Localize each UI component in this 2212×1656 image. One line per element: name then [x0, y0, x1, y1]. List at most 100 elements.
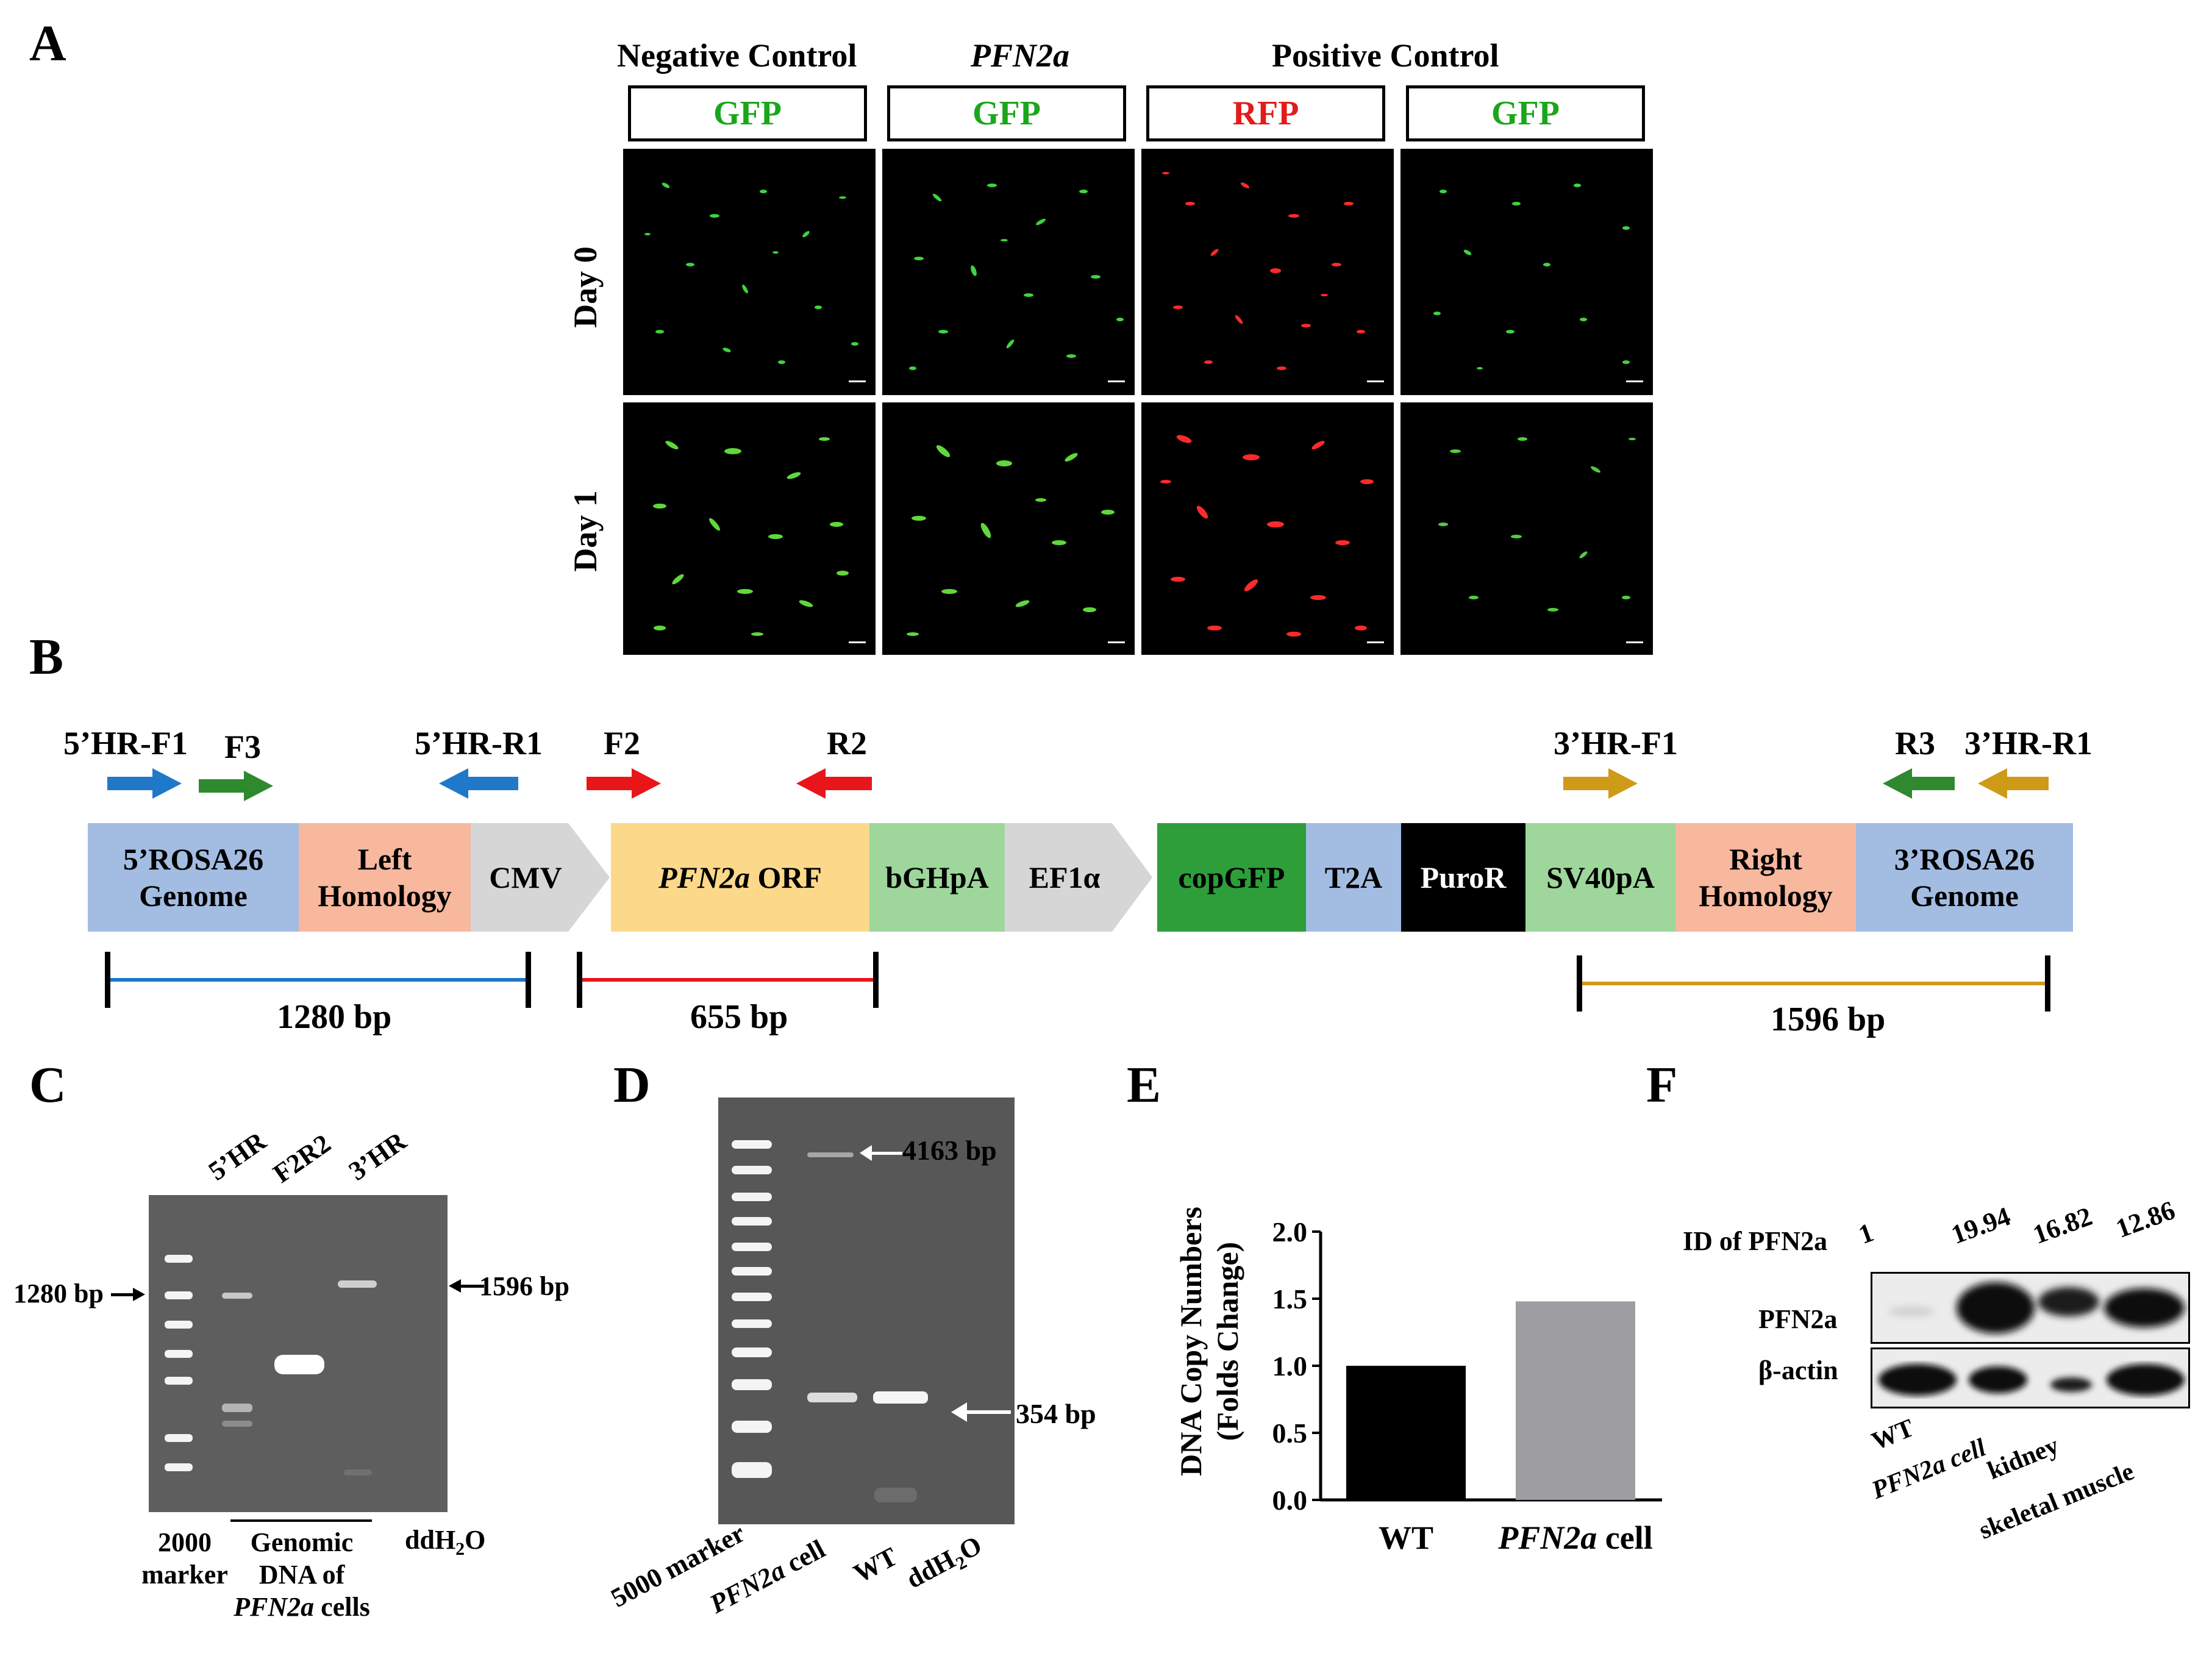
segment-t2a: T2A: [1306, 823, 1401, 932]
micrograph-pfn2a-day0: [882, 149, 1135, 395]
panel-label-c: C: [29, 1057, 66, 1113]
gel-image-c: [149, 1195, 448, 1512]
cmv-promoter-shape: [471, 823, 610, 932]
id-value-4: 12.86: [2111, 1194, 2179, 1244]
arrow-left-icon: [796, 768, 872, 799]
panel-label-b: B: [29, 629, 64, 685]
segment-5rosa26-genome: 5’ROSA26 Genome: [88, 823, 299, 932]
segment-cmv: CMV: [489, 860, 562, 894]
text-line: PFN2a: [704, 1555, 790, 1619]
primer-arrows: [107, 768, 2049, 801]
text-line: PFN2a: [234, 1591, 315, 1622]
segment-text: 3’ROSA26: [1894, 842, 2035, 876]
micrograph-pos-gfp-day0: [1400, 149, 1653, 395]
arrow-left-icon: [1978, 768, 2049, 799]
western-blot-pfn2a: [1871, 1272, 2190, 1344]
segment-text: 5’ROSA26: [123, 842, 264, 876]
panel-label-e: E: [1127, 1057, 1161, 1113]
segment-right-homology: Right Homology: [1675, 823, 1856, 932]
cells-green: [653, 437, 866, 643]
text-line: O: [465, 1525, 486, 1555]
primer-label-5hr-f1: 5’HR-F1: [63, 725, 188, 762]
size-label-1596: 1596 bp: [479, 1271, 569, 1301]
ef1a-promoter-shape: [1005, 823, 1152, 932]
id-value-2: 19.94: [1947, 1201, 2014, 1250]
panel-label-a: A: [29, 15, 66, 72]
y-axis-label-line1: DNA Copy Numbers: [1174, 1207, 1208, 1476]
y-tick-label: 0.5: [1272, 1418, 1308, 1449]
header-negative-control: Negative Control: [617, 37, 857, 74]
segment-text: PFN2a: [658, 860, 750, 894]
channel-label: GFP: [972, 95, 1041, 132]
gel-image-d: [718, 1097, 1015, 1524]
label-genomic-dna: Genomic DNA of PFN2a cells: [226, 1527, 378, 1623]
y-tick-label: 1.5: [1272, 1283, 1308, 1315]
lane-label-f2r2: F2R2: [268, 1128, 337, 1189]
lane-label-5hr: 5’HR: [203, 1126, 272, 1187]
segment-bghpa: bGHpA: [869, 823, 1005, 932]
text-line: Genomic: [250, 1527, 354, 1557]
lane-label-kidney: kidney: [1983, 1431, 2063, 1485]
primer-label-f3: F3: [224, 729, 261, 765]
genomic-underline: [230, 1519, 372, 1522]
y-axis-label-line2: (Folds Change): [1210, 1242, 1244, 1441]
segment-sv40pa: SV40pA: [1525, 823, 1675, 932]
text-line: marker: [141, 1559, 228, 1590]
cells-green: [1433, 184, 1643, 382]
segment-puror: PuroR: [1401, 823, 1525, 932]
row-label-pfn2a: PFN2a: [1758, 1304, 1838, 1334]
x-category-label: WT: [1379, 1519, 1433, 1556]
blot-bands: [1878, 1364, 2185, 1396]
arrow-left-icon: [951, 1402, 1011, 1422]
channel-label: GFP: [713, 95, 782, 132]
gel-bands: [732, 1140, 928, 1502]
micrograph-pfn2a-day1: [882, 402, 1135, 655]
header-pfn2a: PFN2a: [971, 37, 1069, 74]
western-blot-beta-actin: [1871, 1347, 2190, 1408]
micrograph-neg-day1: [623, 402, 876, 655]
text-line: 2000: [158, 1527, 212, 1557]
segment-text: Homology: [1699, 879, 1833, 913]
micrograph-pos-gfp-day1: [1400, 402, 1653, 655]
lane-label-wt-f: WT: [1868, 1413, 1918, 1456]
micrograph-pos-rfp-day1: [1141, 402, 1394, 655]
segment-text: Genome: [139, 879, 248, 913]
segment-text: Left: [357, 842, 412, 876]
lane-label-3hr: 3’HR: [343, 1126, 412, 1187]
channel-label: GFP: [1491, 95, 1560, 132]
amplicon-size-1280: 1280 bp: [277, 998, 392, 1036]
amplicon-brackets: [105, 952, 2050, 1012]
subscript: 2: [455, 1538, 465, 1559]
panel-label-d: D: [613, 1057, 651, 1113]
id-value-3: 16.82: [2028, 1201, 2096, 1250]
channel-box-4: GFP: [1406, 85, 1645, 141]
arrow-left-icon: [449, 1279, 484, 1293]
channel-box-2: GFP: [887, 85, 1126, 141]
segment-3rosa26-genome: 3’ROSA26 Genome: [1856, 823, 2073, 932]
label-2000-marker: 2000 marker: [139, 1527, 230, 1591]
channel-box-1: GFP: [628, 85, 867, 141]
amplicon-size-655: 655 bp: [690, 998, 788, 1036]
arrow-left-icon: [860, 1145, 902, 1161]
channel-box-3: RFP: [1146, 85, 1385, 141]
text-line: DNA of: [259, 1559, 345, 1590]
panel-label-f: F: [1646, 1057, 1678, 1113]
row-label-day1: Day 1: [567, 490, 604, 572]
arrow-right-icon: [111, 1288, 145, 1301]
row-label-day0: Day 0: [567, 246, 604, 328]
id-value-1: 1: [1854, 1217, 1878, 1250]
segment-copgfp: copGFP: [1157, 823, 1306, 932]
primer-label-r2: R2: [827, 725, 867, 762]
lane-label-wt-d: WT: [848, 1541, 902, 1589]
cells-red: [1162, 172, 1384, 382]
amplicon-size-1596: 1596 bp: [1771, 1001, 1886, 1038]
segment-text: Genome: [1910, 879, 2019, 913]
channel-label: RFP: [1232, 95, 1299, 132]
primer-label-3hr-f1: 3’HR-F1: [1554, 725, 1678, 762]
text-line: ddH: [901, 1544, 960, 1594]
segment-text: Right: [1729, 842, 1802, 876]
cells-red: [1160, 435, 1384, 643]
cells-green: [644, 182, 866, 382]
micrograph-pos-rfp-day0: [1141, 149, 1394, 395]
primer-label-5hr-r1: 5’HR-R1: [415, 725, 543, 762]
